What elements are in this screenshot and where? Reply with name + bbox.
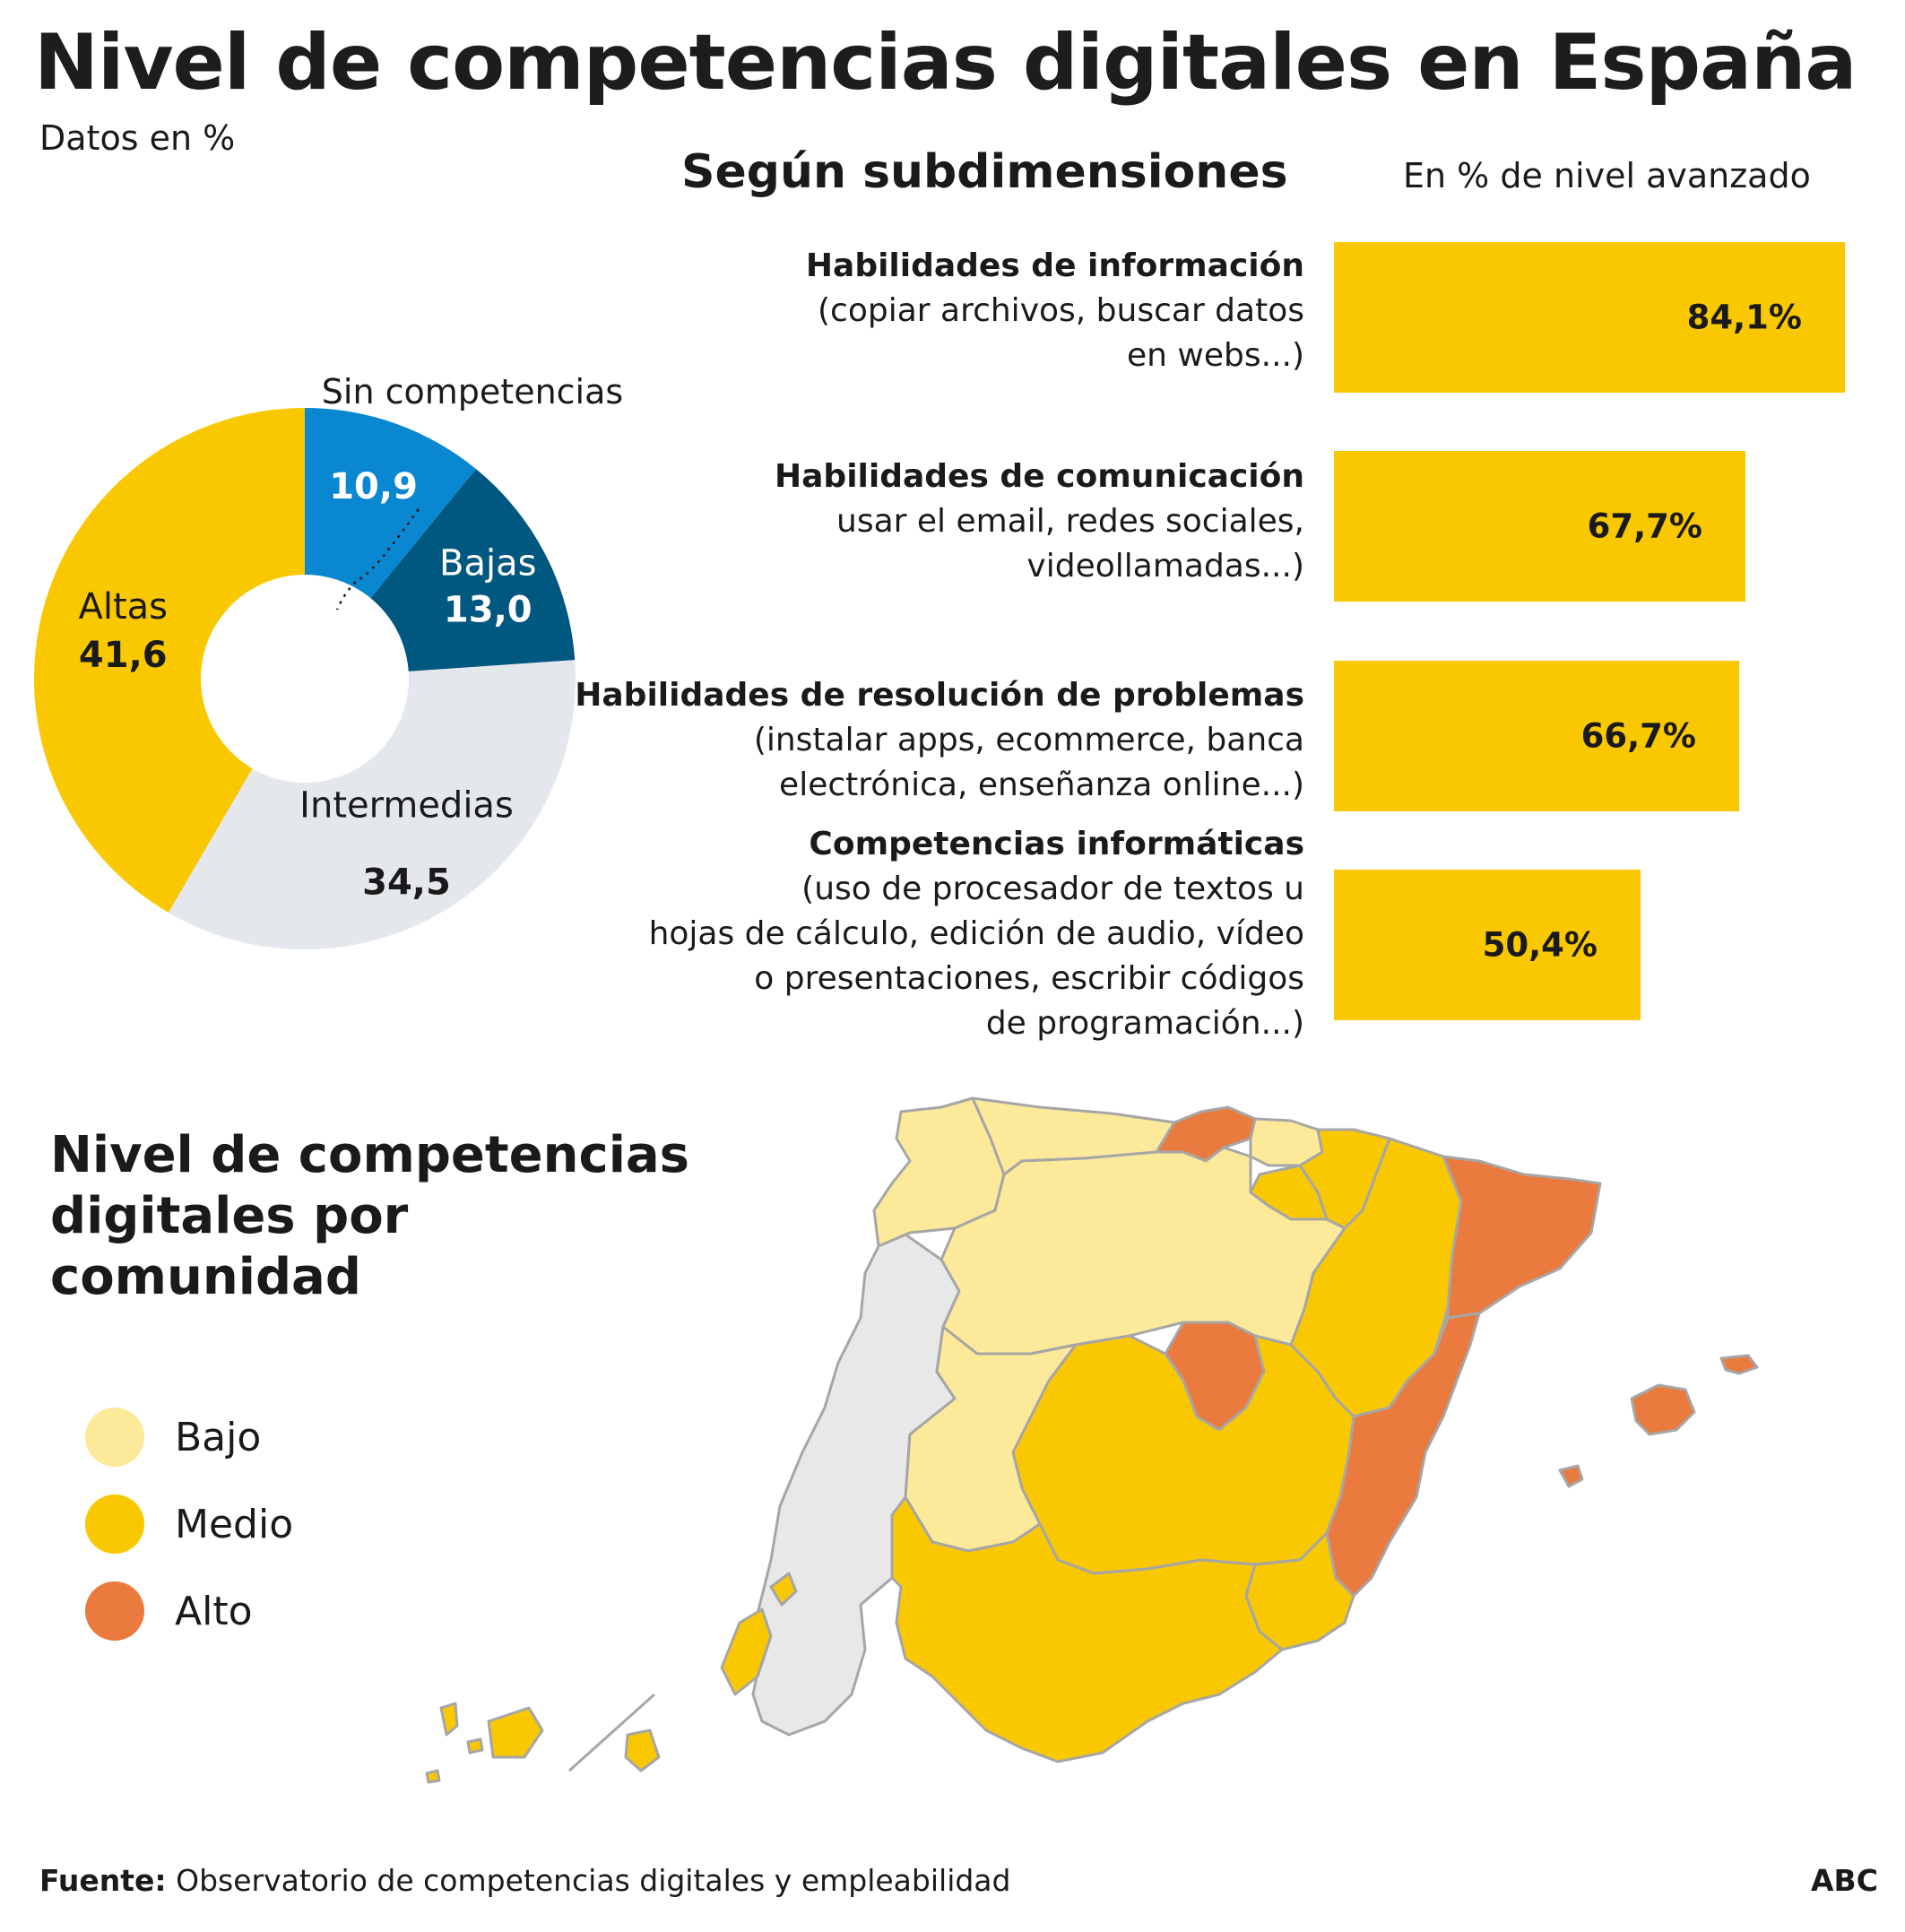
spain-map <box>425 1096 1759 1784</box>
bar-desc: videollamadas...) <box>1026 548 1304 585</box>
legend-label: Bajo <box>175 1414 262 1460</box>
donut-slice-intermedias <box>168 660 576 949</box>
legend-swatch-alto <box>85 1581 144 1641</box>
legend-item-bajo: Bajo <box>85 1406 261 1468</box>
bar-desc: (copiar archivos, buscar datos <box>817 292 1304 329</box>
segment-value-bajas: 13,0 <box>444 589 533 630</box>
bar-desc: (uso de procesador de textos u <box>801 871 1304 907</box>
region-canarias <box>425 1769 441 1784</box>
bars-heading: Según subdimensiones <box>681 145 1288 199</box>
bars-unit: En % de nivel avanzado <box>1403 156 1811 195</box>
region-canarias <box>720 1607 773 1696</box>
bar-desc: de programación...) <box>985 1005 1304 1042</box>
page-title: Nivel de competencias digitales en Españ… <box>34 18 1857 108</box>
bar-value-label: 66,7% <box>1580 716 1696 756</box>
bar-informaticas: 50,4% <box>1334 870 1641 1020</box>
bar-comunicacion: 67,7% <box>1334 451 1745 602</box>
bar-title: Habilidades de comunicación <box>775 458 1304 495</box>
donut-hole <box>201 575 409 783</box>
bar-resolucion: 66,7% <box>1334 661 1739 811</box>
map-heading-line: digitales por <box>50 1187 409 1245</box>
region-baleares <box>1630 1383 1696 1436</box>
bar-value-label: 50,4% <box>1482 925 1598 965</box>
legend-swatch-medio <box>85 1494 144 1554</box>
bar-desc: o presentaciones, escribir códigos <box>754 960 1304 997</box>
callout-line <box>335 508 420 611</box>
region-baleares <box>1558 1464 1584 1488</box>
bar-informacion: 84,1% <box>1334 242 1845 393</box>
region-castilla-y-leon <box>940 1146 1346 1356</box>
bar-label-informaticas: Competencias informáticas (uso de proces… <box>649 822 1304 1046</box>
segment-name-intermedias: Intermedias <box>299 785 514 827</box>
region-canarias <box>624 1728 661 1772</box>
segment-value-sin: 10,9 <box>329 466 418 507</box>
region-canarias <box>466 1737 484 1754</box>
legend-label: Alto <box>175 1588 253 1634</box>
bar-desc: usar el email, redes sociales, <box>836 503 1304 540</box>
region-andalucia <box>890 1495 1284 1763</box>
legend-item-medio: Medio <box>85 1493 293 1555</box>
bar-title: Competencias informáticas <box>809 826 1304 862</box>
bar-label-resolucion: Habilidades de resolución de problemas (… <box>575 673 1304 808</box>
region-canarias <box>487 1706 544 1759</box>
bar-desc: en webs...) <box>1127 337 1304 374</box>
bar-title: Habilidades de resolución de problemas <box>575 677 1304 714</box>
source-label: Fuente: <box>39 1863 167 1898</box>
bar-value-label: 67,7% <box>1587 507 1702 546</box>
region-cataluna <box>1442 1155 1602 1320</box>
donut-chart: Sin competencias 10,9 Bajas 13,0 Interme… <box>34 377 623 949</box>
region-canarias <box>769 1572 798 1607</box>
legend-label: Medio <box>175 1501 294 1547</box>
map-heading-line: Nivel de competencias <box>50 1126 690 1184</box>
bar-label-comunicacion: Habilidades de comunicación usar el emai… <box>775 455 1304 589</box>
region-baleares <box>1719 1354 1759 1375</box>
bar-title: Habilidades de información <box>805 247 1304 284</box>
source: Fuente: Observatorio de competencias dig… <box>39 1863 1010 1898</box>
source-text: Observatorio de competencias digitales y… <box>176 1863 1011 1898</box>
segment-value-intermedias: 34,5 <box>362 862 451 904</box>
bar-desc: hojas de cálculo, edición de audio, víde… <box>648 915 1304 952</box>
bar-label-informacion: Habilidades de información (copiar archi… <box>806 244 1304 378</box>
bar-value-label: 84,1% <box>1686 298 1802 337</box>
callout-label: Sin competencias <box>322 377 623 412</box>
page-subtitle: Datos en % <box>39 118 236 158</box>
segment-value-altas: 41,6 <box>79 635 168 676</box>
bar-desc: (instalar apps, ecommerce, banca <box>753 722 1304 758</box>
map-heading: Nivel de competencias digitales por comu… <box>50 1125 689 1308</box>
canarias-divider <box>567 1693 656 1772</box>
region-canarias <box>439 1702 459 1737</box>
donut-slice-altas <box>34 408 305 913</box>
legend-swatch-bajo <box>85 1408 144 1467</box>
map-heading-line: comunidad <box>50 1248 361 1306</box>
legend-item-alto: Alto <box>85 1580 253 1642</box>
credit: ABC <box>1811 1863 1878 1898</box>
segment-name-bajas: Bajas <box>439 542 536 584</box>
bar-desc: electrónica, enseñanza online...) <box>779 767 1304 803</box>
segment-name-altas: Altas <box>79 586 169 628</box>
